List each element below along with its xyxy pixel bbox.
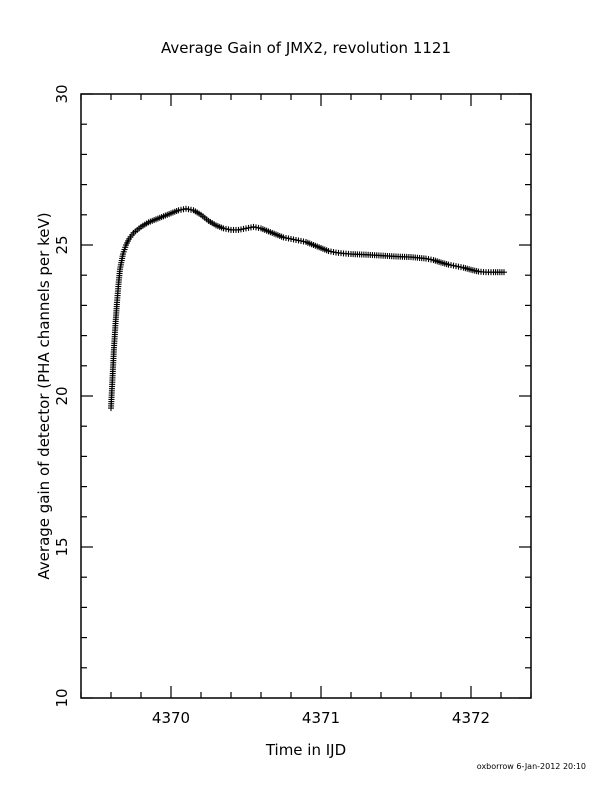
y-tick-label: 25: [53, 235, 71, 254]
x-tick-label: 4372: [452, 709, 490, 727]
y-axis-ticks: 10 15 20 25 30: [53, 84, 531, 708]
x-tick-label: 4371: [302, 709, 340, 727]
y-tick-label: 15: [53, 537, 71, 556]
footer-stamp: oxborrow 6-Jan-2012 20:10: [477, 762, 586, 771]
data-series: [108, 205, 507, 412]
x-axis-ticks: 4370 4371 4372: [80, 94, 532, 727]
y-tick-label: 30: [53, 84, 71, 103]
y-tick-label: 10: [53, 688, 71, 707]
data-point: [501, 269, 507, 276]
x-tick-label: 4370: [152, 709, 190, 727]
plot-frame: [80, 93, 532, 699]
x-axis-label: Time in IJD: [265, 741, 346, 759]
y-axis-label: Average gain of detector (PHA channels p…: [35, 212, 53, 579]
y-tick-label: 20: [53, 386, 71, 405]
chart-title: Average Gain of JMX2, revolution 1121: [161, 39, 451, 57]
